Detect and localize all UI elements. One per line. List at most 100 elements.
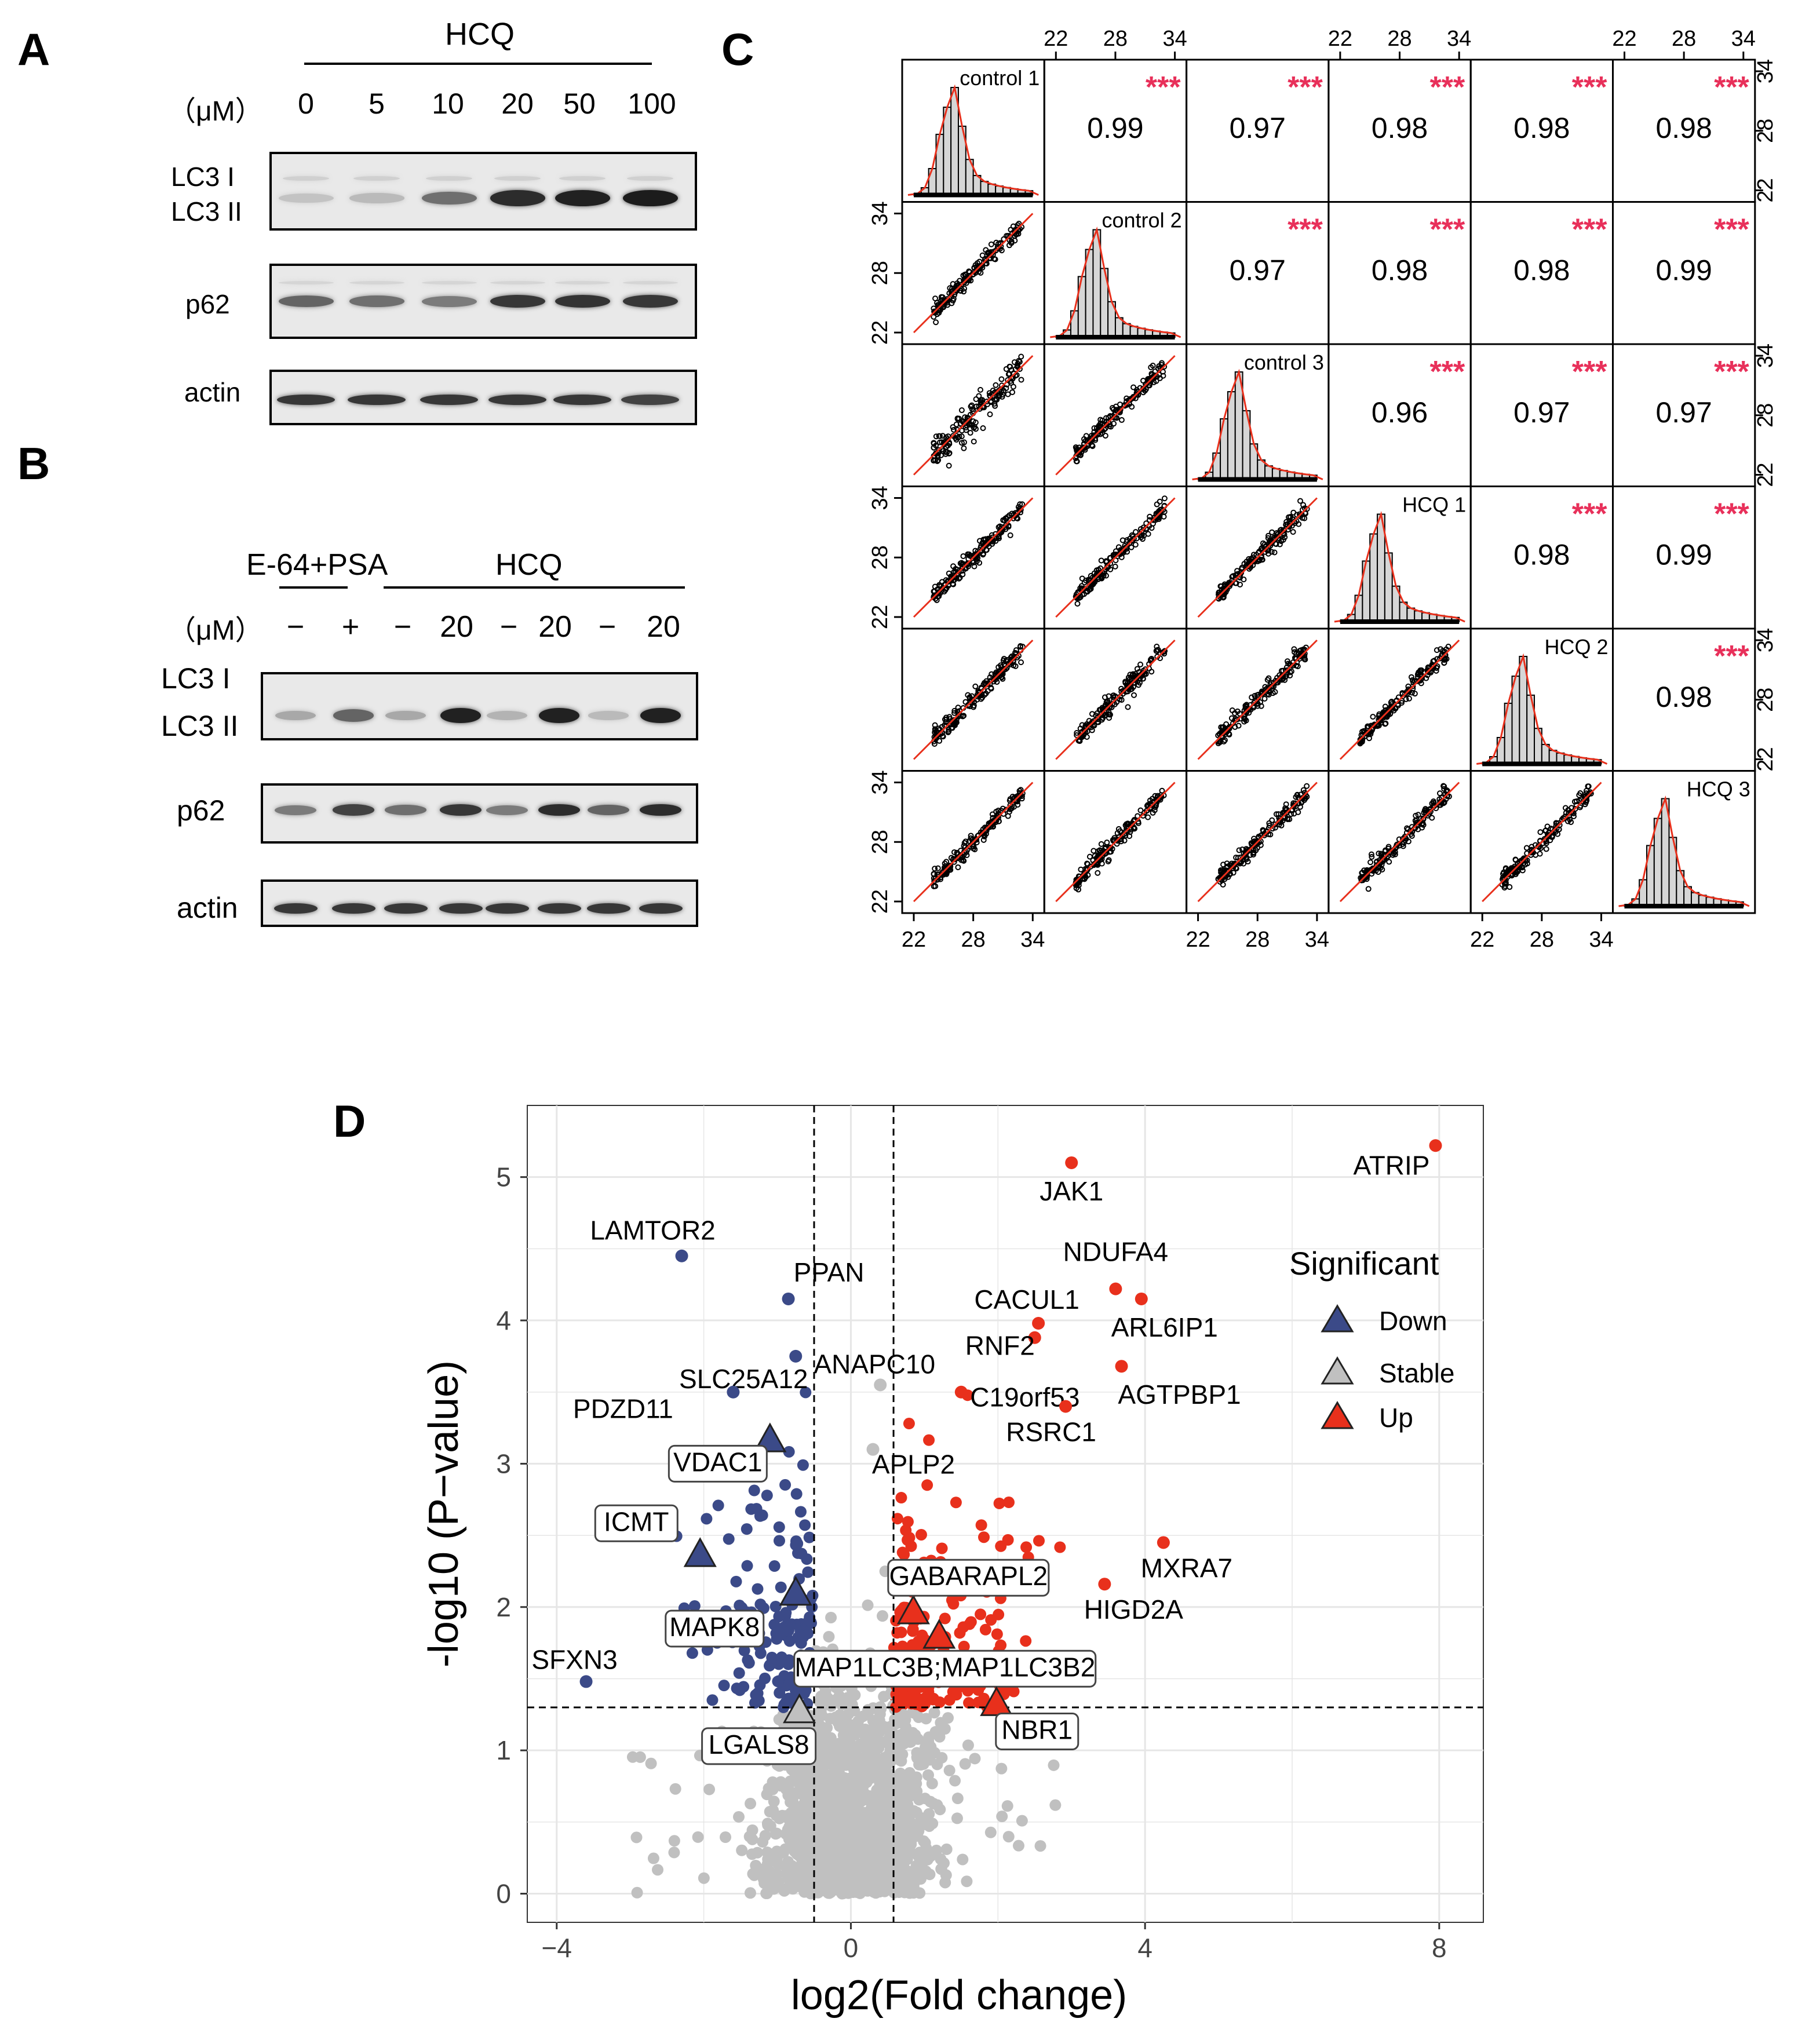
axis-tick-label: 28 bbox=[1387, 27, 1411, 51]
scatter-point bbox=[1415, 812, 1421, 818]
volcano-point bbox=[862, 1599, 874, 1611]
volcano-point bbox=[935, 1863, 947, 1875]
volcano-point bbox=[822, 1875, 834, 1888]
volcano-point bbox=[847, 1754, 859, 1766]
scatter-point bbox=[971, 563, 978, 570]
significance-stars: *** bbox=[1572, 213, 1607, 247]
volcano-point bbox=[993, 1497, 1005, 1509]
volcano-point bbox=[884, 1728, 896, 1740]
volcano-point bbox=[772, 1676, 784, 1688]
axis-tick-label: 34 bbox=[1589, 928, 1613, 952]
scatter-point bbox=[1089, 727, 1095, 733]
regression-line bbox=[913, 497, 1034, 618]
volcano-point bbox=[744, 1887, 756, 1899]
volcano-point bbox=[734, 1684, 746, 1696]
scatter-point bbox=[1537, 829, 1544, 835]
correlation-value: 0.96 bbox=[1372, 396, 1428, 429]
correlation-value: 0.98 bbox=[1372, 112, 1428, 144]
b-condition-label: − bbox=[393, 610, 412, 644]
regression-line bbox=[1055, 782, 1176, 903]
scatter-point bbox=[987, 411, 993, 418]
regression-line bbox=[1055, 355, 1176, 476]
volcano-point bbox=[963, 1697, 975, 1709]
correlation-value: 0.98 bbox=[1655, 681, 1712, 713]
volcano-point bbox=[978, 1531, 990, 1543]
volcano-point bbox=[910, 1860, 922, 1872]
volcano-point bbox=[991, 1628, 1003, 1640]
b-condition-label: − bbox=[499, 610, 518, 644]
scatter-point bbox=[1133, 676, 1140, 682]
scatter-point bbox=[1006, 242, 1012, 249]
scatter-point bbox=[1523, 845, 1530, 851]
volcano-point bbox=[743, 1657, 755, 1669]
scatter-point bbox=[1377, 859, 1383, 865]
sample-name-label: control 3 bbox=[1244, 351, 1324, 374]
scatter-point bbox=[971, 439, 977, 445]
scatter-point bbox=[1300, 787, 1307, 793]
scatter-point bbox=[1012, 649, 1018, 656]
regression-line bbox=[913, 355, 1034, 476]
volcano-point bbox=[764, 1806, 776, 1818]
a-dose-label: 50 bbox=[563, 87, 596, 120]
scatter-point bbox=[951, 426, 957, 433]
volcano-point bbox=[761, 1490, 773, 1502]
scatter-point bbox=[1132, 542, 1139, 548]
volcano-point bbox=[825, 1611, 837, 1623]
scatter-point bbox=[1098, 841, 1104, 847]
scatter-point bbox=[945, 433, 951, 440]
b-actin-band bbox=[485, 903, 529, 914]
scatter-point bbox=[1296, 521, 1302, 527]
scatter-point bbox=[1118, 417, 1125, 423]
scatter-point bbox=[1409, 833, 1415, 839]
scatter-point bbox=[1569, 809, 1575, 815]
volcano-point bbox=[840, 1744, 852, 1757]
scatter-point bbox=[1223, 585, 1230, 592]
scatter-point bbox=[1006, 363, 1013, 370]
a-actin-band bbox=[621, 395, 679, 405]
volcano-point bbox=[787, 1797, 800, 1809]
a-lc3i-band bbox=[559, 176, 606, 181]
volcano-point bbox=[846, 1699, 858, 1711]
scatter-point bbox=[1291, 519, 1297, 525]
b-lc3ii-band bbox=[539, 707, 579, 724]
scatter-point bbox=[1297, 498, 1304, 504]
scatter-points bbox=[1073, 360, 1168, 465]
scatter-point bbox=[1441, 660, 1447, 666]
b-treatment-label: HCQ bbox=[495, 548, 563, 582]
volcano-point bbox=[862, 1885, 874, 1897]
volcano-point bbox=[798, 1797, 811, 1809]
scatter-point bbox=[1016, 357, 1022, 364]
volcano-point bbox=[823, 1795, 835, 1808]
axis-tick-label: 22 bbox=[1612, 27, 1636, 51]
volcano-point bbox=[904, 1736, 916, 1748]
axis-tick-label: 28 bbox=[1753, 119, 1778, 143]
scatter-point bbox=[1294, 791, 1300, 798]
b-p62-band bbox=[385, 805, 426, 815]
scatter-point bbox=[1291, 646, 1297, 652]
volcano-point bbox=[814, 1806, 826, 1818]
a-actin-band bbox=[553, 395, 611, 405]
volcano-point bbox=[901, 1853, 913, 1866]
scatter-point bbox=[933, 433, 939, 440]
volcano-point bbox=[854, 1775, 866, 1787]
scatter-point bbox=[989, 811, 995, 817]
scatter-point bbox=[1016, 366, 1023, 372]
volcano-point bbox=[895, 1626, 907, 1638]
histogram-bar bbox=[1085, 249, 1094, 338]
scatter-point bbox=[988, 398, 994, 404]
scatter-point bbox=[1075, 886, 1082, 893]
volcano-point bbox=[985, 1614, 997, 1626]
scatter-point bbox=[939, 297, 946, 303]
scatter-point bbox=[1089, 719, 1095, 725]
scatter-point bbox=[1403, 689, 1410, 695]
volcano-point bbox=[754, 1647, 767, 1659]
volcano-point bbox=[821, 1884, 833, 1896]
scatter-point bbox=[1279, 810, 1286, 816]
regression-line bbox=[1055, 497, 1176, 618]
scatter-point bbox=[1293, 662, 1300, 669]
scatter-point bbox=[958, 440, 965, 446]
scatter-point bbox=[1441, 783, 1447, 790]
scatter-point bbox=[1145, 814, 1151, 820]
scatter-point bbox=[1283, 806, 1289, 813]
b-p62-band bbox=[588, 805, 629, 815]
